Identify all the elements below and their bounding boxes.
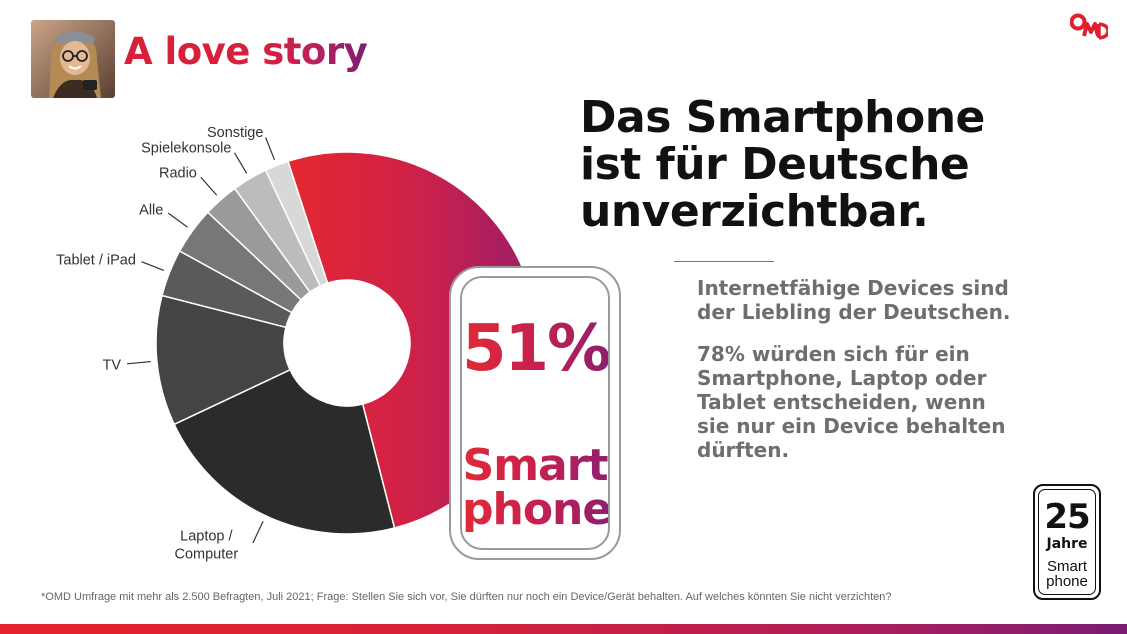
leader-line (265, 137, 276, 161)
leader-line (141, 261, 165, 272)
title-divider (674, 261, 774, 262)
smartphone-label-line-1: Smart (462, 440, 609, 491)
leader-line (126, 360, 151, 365)
slice-label: Spielekonsole (141, 141, 231, 157)
leader-line (200, 176, 218, 196)
slice-tv (155, 294, 291, 426)
smartphone-share-value: 51% (462, 312, 611, 386)
slice-label: Tablet / iPad (56, 252, 136, 268)
footnote: *OMD Umfrage mit mehr als 2.500 Befragte… (41, 591, 892, 603)
headline-part-1: A love (124, 30, 263, 73)
slice-label: Sonstige (207, 125, 263, 141)
slice-label: Radio (159, 166, 197, 182)
headline-part-2: story (262, 30, 368, 73)
slice-label: Laptop / Computer (175, 528, 239, 562)
leader-line (167, 212, 188, 228)
slice-label: TV (102, 357, 121, 373)
anniversary-badge-inner: 25 Jahre Smart phone (1038, 489, 1096, 595)
person-photo (31, 20, 115, 98)
smartphone-callout: 51% Smart phone (449, 266, 621, 560)
badge-line-1: Smart (1046, 558, 1087, 575)
badge-line-2: phone (1046, 573, 1088, 590)
body-paragraph-1: Internetfähige Devices sind der Liebling… (697, 276, 1011, 324)
anniversary-badge: 25 Jahre Smart phone (1033, 484, 1101, 600)
omd-logo-icon (1070, 13, 1108, 40)
badge-number: 25 (1044, 497, 1090, 537)
main-title: Das Smartphone ist für Deutsche unverzic… (580, 94, 985, 235)
badge-label: Jahre (1046, 536, 1088, 552)
leader-line (252, 520, 264, 544)
bottom-gradient-bar (0, 624, 1127, 634)
slice-sonstige (264, 160, 329, 287)
smartphone-label: Smart phone (462, 440, 612, 535)
title-line-2: ist für Deutsche (580, 139, 970, 190)
body-paragraph-2: 78% würden sich für ein Smartphone, Lapt… (697, 342, 1006, 462)
slice-laptop-computer (173, 368, 396, 535)
title-line-3: unverzichtbar. (580, 186, 929, 237)
headline: A love story (124, 30, 368, 73)
title-line-1: Das Smartphone (580, 92, 985, 143)
smartphone-screen: 51% Smart phone (460, 276, 612, 550)
body-text: Internetfähige Devices sind der Liebling… (697, 276, 1017, 480)
leader-line (233, 152, 248, 174)
woman-with-smartphone-photo-icon (31, 20, 115, 98)
smartphone-label-line-2: phone (462, 484, 612, 535)
slice-label: Alle (139, 203, 163, 219)
